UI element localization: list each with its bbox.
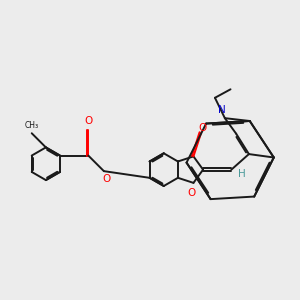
Text: O: O bbox=[84, 116, 92, 126]
Text: N: N bbox=[218, 105, 226, 115]
Text: O: O bbox=[102, 174, 110, 184]
Text: CH₃: CH₃ bbox=[25, 121, 39, 130]
Text: O: O bbox=[199, 123, 207, 133]
Text: O: O bbox=[188, 188, 196, 198]
Text: H: H bbox=[238, 169, 245, 178]
